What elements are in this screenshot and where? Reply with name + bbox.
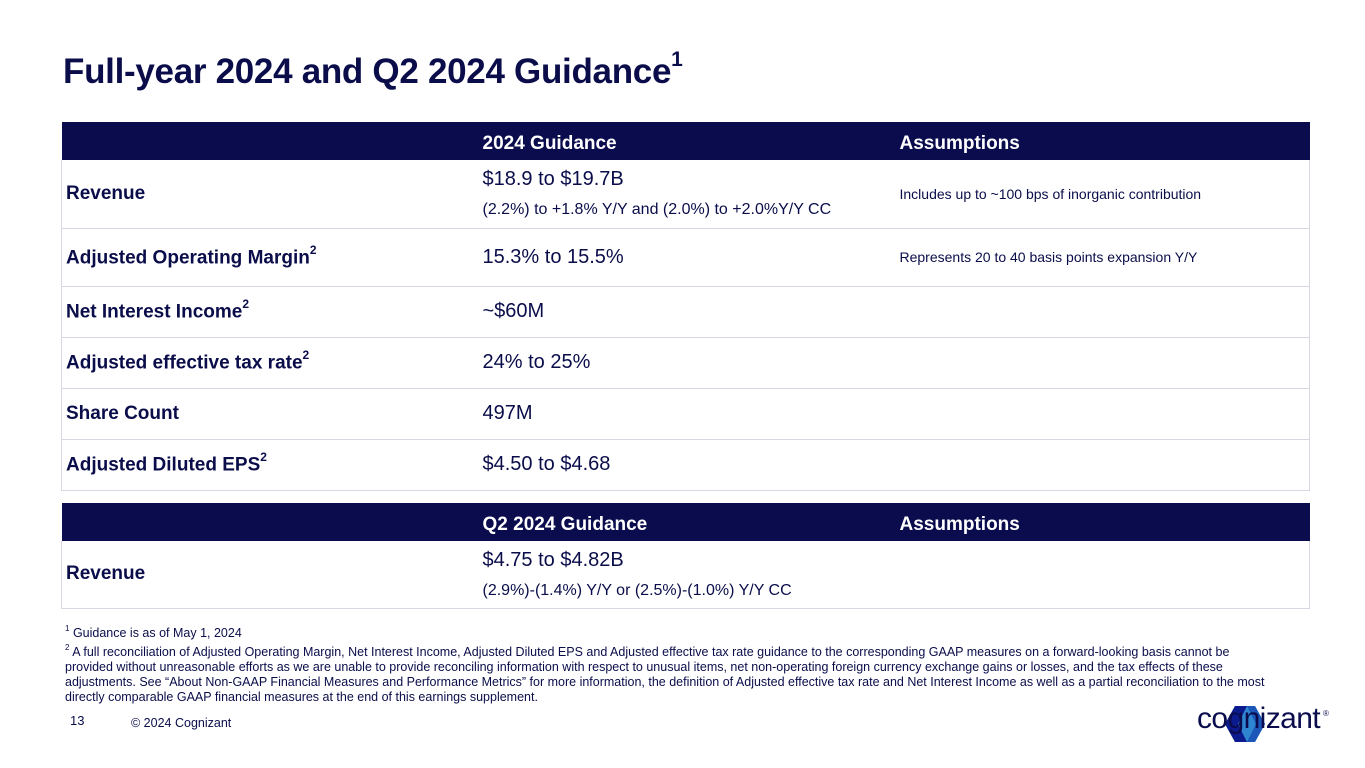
footnote-1: 1 Guidance is as of May 1, 2024 [65, 622, 1265, 641]
metric-label: Adjusted Diluted EPS2 [61, 439, 479, 491]
table-header-row: Q2 2024 Guidance Assumptions [61, 503, 1310, 541]
assumption-text [895, 388, 1310, 440]
table-header-row: 2024 Guidance Assumptions [61, 122, 1310, 160]
page-number: 13 [70, 713, 85, 728]
metric-label: Adjusted effective tax rate2 [61, 337, 479, 389]
footnote-ref: 2 [260, 450, 267, 465]
footnote-number: 1 [65, 624, 70, 633]
table-row: Adjusted Operating Margin2 15.3% to 15.5… [61, 228, 1310, 287]
table-row: Adjusted effective tax rate2 24% to 25% [61, 337, 1310, 389]
table-row: Adjusted Diluted EPS2 $4.50 to $4.68 [61, 439, 1310, 491]
page-title: Full-year 2024 and Q2 2024 Guidance1 [63, 48, 683, 91]
header-assumptions: Assumptions [899, 514, 1020, 535]
quarter-guidance-table: Q2 2024 Guidance Assumptions Revenue $4.… [61, 503, 1310, 609]
assumption-text [895, 286, 1310, 338]
assumption-text [895, 439, 1310, 491]
guidance-value: 497M [478, 388, 896, 440]
guidance-value: 24% to 25% [478, 337, 896, 389]
annual-guidance-table: 2024 Guidance Assumptions Revenue $18.9 … [61, 122, 1310, 491]
guidance-subvalue: (2.2%) to +1.8% Y/Y and (2.0%) to +2.0%Y… [482, 201, 832, 219]
table-row: Share Count 497M [61, 388, 1310, 440]
guidance-value: $4.75 to $4.82B (2.9%)-(1.4%) Y/Y or (2.5… [478, 541, 896, 609]
footnote-text: Guidance is as of May 1, 2024 [72, 626, 242, 641]
guidance-value: 15.3% to 15.5% [478, 228, 896, 287]
table-row: Revenue $4.75 to $4.82B (2.9%)-(1.4%) Y/Y… [61, 541, 1310, 609]
cognizant-logo-icon [1225, 706, 1265, 742]
registered-mark: ® [1323, 709, 1329, 718]
assumption-text [895, 337, 1310, 389]
assumption-text: Represents 20 to 40 basis points expansi… [895, 228, 1310, 287]
footnote-text: A full reconciliation of Adjusted Operat… [65, 645, 1265, 705]
footnote-ref: 2 [242, 297, 250, 312]
assumption-text [895, 541, 1310, 609]
table-row: Revenue $18.9 to $19.7B (2.2%) to +1.8% Y… [61, 160, 1310, 229]
guidance-subvalue: (2.9%)-(1.4%) Y/Y or (2.5%)-(1.0%) Y/Y C… [482, 581, 792, 599]
header-guidance: 2024 Guidance [482, 133, 617, 154]
footnote-2: 2 A full reconciliation of Adjusted Oper… [65, 641, 1265, 705]
header-metric [62, 122, 479, 160]
guidance-value: $18.9 to $19.7B (2.2%) to +1.8% Y/Y and (… [478, 160, 896, 229]
title-footnote-ref: 1 [671, 48, 683, 72]
footnotes: 1 Guidance is as of May 1, 2024 2 A full… [65, 622, 1265, 705]
footnote-number: 2 [65, 643, 70, 653]
footnote-ref: 2 [302, 348, 310, 363]
metric-label: Revenue [61, 160, 479, 229]
header-assumptions: Assumptions [899, 133, 1020, 154]
guidance-value: ~$60M [478, 286, 896, 338]
copyright: © 2024 Cognizant [131, 716, 232, 730]
assumption-text: Includes up to ~100 bps of inorganic con… [895, 160, 1310, 229]
guidance-value: $4.50 to $4.68 [478, 439, 896, 491]
metric-label: Net Interest Income2 [61, 286, 479, 338]
cognizant-wordmark: cognizant [1197, 702, 1321, 735]
header-guidance: Q2 2024 Guidance [482, 514, 648, 535]
metric-label: Share Count [61, 388, 479, 440]
metric-label: Revenue [61, 541, 479, 609]
footnote-ref: 2 [309, 242, 317, 257]
header-metric [62, 503, 479, 541]
table-row: Net Interest Income2 ~$60M [61, 286, 1310, 338]
metric-label: Adjusted Operating Margin2 [61, 228, 479, 287]
